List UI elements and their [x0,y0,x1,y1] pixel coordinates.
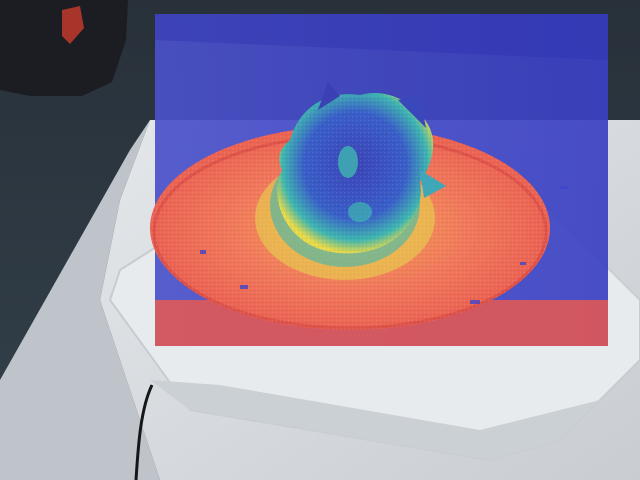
depth-object-spike-2 [398,96,426,128]
bag-red-tag [62,6,84,44]
depth-object-noise [277,92,434,254]
octagon-board-shadow [150,380,600,460]
depth-plane-top-shade [155,14,608,60]
depth-object-highlight-2 [348,202,372,222]
depth-object-spike-1 [318,82,340,110]
dark-bag [0,0,128,96]
depth-speckles [200,186,568,304]
depth-object-highlight [338,146,358,178]
depth-object-spike-3 [420,170,446,198]
black-cable [134,384,154,480]
table-left-edge [0,120,160,480]
